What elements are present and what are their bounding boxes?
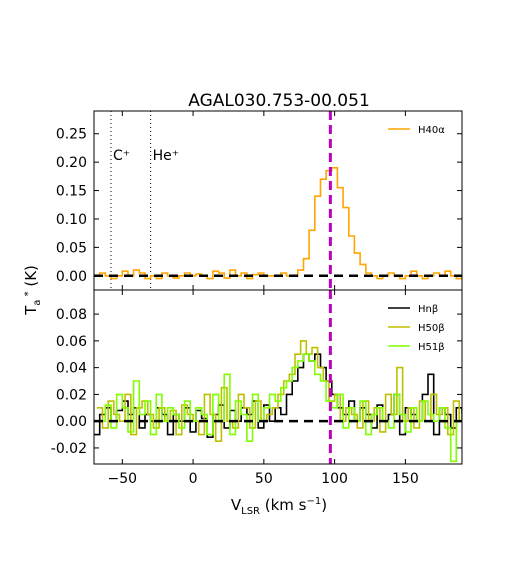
y-tick-label: 0.05 (56, 240, 87, 256)
legend-label: H51β (418, 342, 445, 353)
y-tick-label: 0.02 (56, 387, 87, 403)
plot-frame (93, 289, 463, 465)
legend-label: H40α (418, 125, 445, 136)
y-tick-label: 0.00 (56, 269, 87, 285)
y-tick-label: 0.04 (56, 361, 87, 377)
series-line-0 (94, 167, 462, 280)
x-tick-label: −50 (108, 471, 138, 487)
y-tick-label: 0.20 (56, 155, 87, 171)
legend-label: Hnβ (418, 304, 438, 315)
panel-h40alpha: C⁺ He⁺ 0.25 0.20 0.15 0.10 0.05 0.00 H40α (56, 110, 463, 291)
x-tick-label: 100 (321, 471, 348, 487)
y-tick-label: 0.08 (56, 307, 87, 323)
x-tick-label: 0 (189, 471, 198, 487)
y-tick-label: -0.02 (51, 441, 87, 457)
panel-hbeta: 0.08 0.06 0.04 0.02 0.00 -0.02 Hnβ H50β H51β (51, 289, 463, 465)
y-tick-label: 0.25 (56, 127, 87, 143)
x-axis-label: VLSR (km s−1) (231, 496, 327, 517)
y-tick-label: 0.15 (56, 184, 87, 200)
x-tick-label: 150 (392, 471, 419, 487)
plot-frame (93, 110, 463, 291)
y-tick-label: 0.10 (56, 212, 87, 228)
legend-label: H50β (418, 323, 445, 334)
series-line-2 (99, 353, 462, 463)
x-tick-label: 50 (255, 471, 273, 487)
y-tick-label: 0.06 (56, 334, 87, 350)
y-tick-label: 0.00 (56, 414, 87, 430)
y-axis-label: Ta * (K) (22, 265, 43, 316)
chart-title: AGAL030.753-00.051 (188, 91, 370, 111)
annotation-label-1: He⁺ (153, 148, 180, 164)
annotation-label-0: C⁺ (113, 148, 130, 164)
